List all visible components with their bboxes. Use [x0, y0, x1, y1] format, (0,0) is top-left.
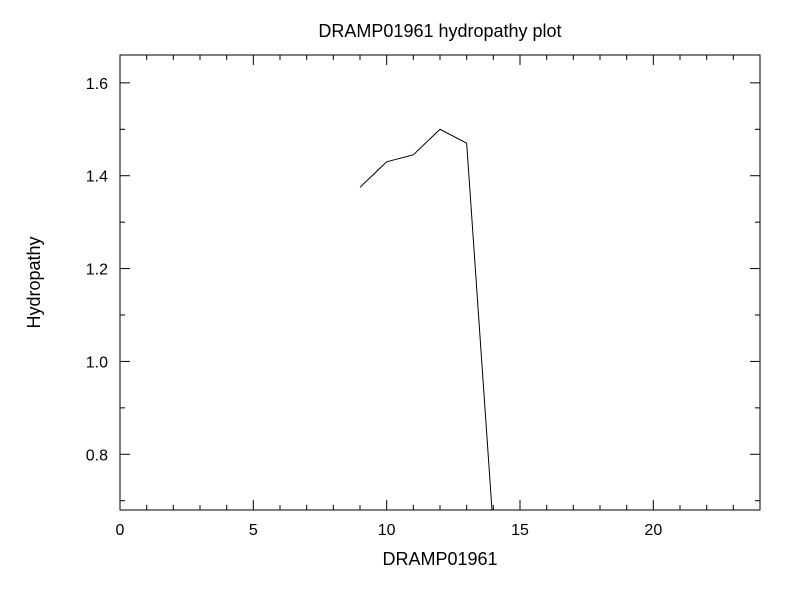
y-axis-label: Hydropathy — [24, 236, 44, 328]
y-tick-label: 1.2 — [86, 262, 108, 279]
y-tick-label: 1.0 — [86, 354, 108, 371]
chart-title: DRAMP01961 hydropathy plot — [318, 21, 561, 41]
y-tick-label: 1.6 — [86, 76, 108, 93]
x-tick-label: 20 — [644, 522, 662, 539]
x-tick-label: 10 — [378, 522, 396, 539]
y-tick-label: 1.4 — [86, 169, 108, 186]
hydropathy-chart: DRAMP01961 hydropathy plot DRAMP01961 Hydr… — [0, 0, 800, 600]
x-axis-label: DRAMP01961 — [382, 549, 497, 569]
y-tick-label: 0.8 — [86, 447, 108, 464]
chart-svg: DRAMP01961 hydropathy plot DRAMP01961 Hydr… — [0, 0, 800, 600]
x-tick-label: 15 — [511, 522, 529, 539]
x-tick-label: 5 — [249, 522, 258, 539]
x-tick-label: 0 — [116, 522, 125, 539]
